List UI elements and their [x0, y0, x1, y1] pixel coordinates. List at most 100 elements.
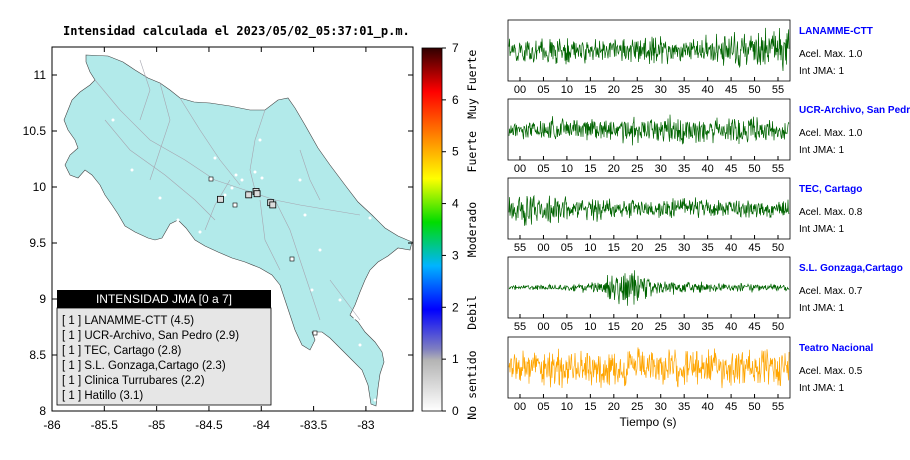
lon-tick-label: -83.5 [300, 418, 328, 432]
time-tick-label: 50 [748, 84, 760, 96]
time-tick-label: 45 [748, 321, 760, 333]
legend-entry: [ 1 ] Hatillo (3.1) [62, 390, 143, 402]
time-tick-label: 45 [725, 401, 737, 413]
legend-box [56, 307, 272, 406]
lon-tick-label: -84 [253, 418, 271, 432]
seismogram-panel: 55 00 05 10 15 20 25 30 35 40 45 50 S.L. Gonzaga,Car… [507, 256, 903, 333]
legend-entry: [ 1 ] S.L. Gonzaga,Cartago (2.3) [62, 360, 226, 372]
time-tick-label: 55 [514, 242, 526, 254]
time-tick-label: 50 [772, 242, 784, 254]
time-tick-label: 40 [702, 84, 714, 96]
lat-tick-label: 8 [39, 404, 46, 418]
time-tick-label: 40 [725, 321, 737, 333]
time-tick-label: 35 [678, 163, 690, 175]
legend-entry: [ 1 ] TEC, Cartago (2.8) [62, 345, 181, 357]
colorbar-tick-label: 3 [452, 248, 459, 262]
time-tick-label: 45 [725, 163, 737, 175]
station-accel: Acel. Max. 1.0 [799, 128, 863, 139]
time-tick-label: 25 [631, 84, 643, 96]
time-tick-label: 30 [678, 321, 690, 333]
waveform [508, 194, 790, 226]
station-marker [253, 190, 261, 198]
time-tick-label: 25 [631, 163, 643, 175]
time-tick-label: 40 [702, 401, 714, 413]
time-tick-label: 55 [772, 84, 784, 96]
lat-tick-label: 11 [34, 68, 47, 82]
time-tick-label: 30 [678, 242, 690, 254]
x-axis-label: Tiempo (s) [620, 415, 677, 429]
time-tick-label: 00 [514, 163, 526, 175]
time-tick-label: 15 [584, 84, 596, 96]
seismogram-panel: 00 05 10 15 20 25 30 35 40 45 50 55 LANAMME-CTT Acel.… [507, 19, 873, 96]
colorbar-label: Debil [465, 295, 479, 330]
roads [94, 59, 361, 321]
station-name: UCR-Archivo, San Pedro [799, 105, 910, 116]
time-tick-label: 40 [725, 242, 737, 254]
lat-tick-label: 8.5 [29, 348, 46, 362]
time-tick-label: 20 [608, 84, 620, 96]
station-jma: Int JMA: 1 [799, 383, 844, 394]
time-tick-label: 10 [584, 321, 596, 333]
station-accel: Acel. Max. 1.0 [799, 49, 863, 60]
time-tick-label: 15 [584, 401, 596, 413]
colorbar-tick-label: 7 [452, 41, 459, 55]
time-tick-label: 45 [725, 84, 737, 96]
colorbar-tick-label: 0 [452, 404, 459, 418]
time-tick-label: 55 [514, 321, 526, 333]
time-tick-label: 05 [537, 401, 549, 413]
time-tick-label: 00 [514, 84, 526, 96]
station-name: Teatro Nacional [799, 343, 873, 354]
legend-entries: [ 1 ] LANAMME-CTT (4.5) [ 1 ] UCR-Archivo… [62, 315, 239, 402]
colorbar-ticks: 0 1 2 3 4 5 6 7 [442, 41, 459, 418]
time-tick-label: 20 [608, 163, 620, 175]
legend-header [57, 290, 271, 308]
time-tick-label: 35 [678, 401, 690, 413]
time-tick-label: 15 [608, 321, 620, 333]
time-tick-label: 10 [561, 84, 573, 96]
colorbar-label: Fuerte [465, 131, 479, 173]
time-tick-label: 35 [702, 242, 714, 254]
time-tick-label: 35 [678, 84, 690, 96]
station-marker [245, 191, 253, 199]
time-tick-label: 45 [748, 242, 760, 254]
station-name: TEC, Cartago [799, 184, 862, 195]
colorbar-gradient [421, 47, 443, 412]
colorbar: 0 1 2 3 4 5 6 7 No sentido Debil Moderado Fuerte Mu… [421, 41, 479, 420]
station-jma: Int JMA: 1 [799, 145, 844, 156]
time-tick-label: 10 [584, 242, 596, 254]
colorbar-tick-label: 4 [452, 197, 459, 211]
time-tick-label: 40 [702, 163, 714, 175]
station-name: S.L. Gonzaga,Cartago [799, 263, 903, 274]
legend-title: INTENSIDAD JMA [0 a 7] [96, 292, 232, 306]
station-accel: Acel. Max. 0.5 [799, 366, 863, 377]
waveform [508, 27, 790, 72]
lat-tick-label: 10 [33, 180, 47, 194]
lon-tick-label: -85.5 [91, 418, 119, 432]
costa-rica-land [63, 54, 413, 407]
time-tick-label: 05 [537, 84, 549, 96]
time-tick-label: 50 [748, 401, 760, 413]
time-tick-label: 10 [561, 401, 573, 413]
station-accel: Acel. Max. 0.8 [799, 207, 863, 218]
time-tick-label: 20 [631, 321, 643, 333]
time-tick-label: 15 [584, 163, 596, 175]
lon-tick-label: -85 [148, 418, 166, 432]
colorbar-label: No sentido [465, 350, 479, 419]
town-dots [111, 100, 377, 402]
legend-entry: [ 1 ] Clinica Turrubares (2.2) [62, 375, 205, 387]
legend-entry: [ 1 ] LANAMME-CTT (4.5) [62, 315, 194, 327]
map-axes: 8 8.5 9 9.5 10 10.5 11 -86 -85.5 -85 -84.5 -84 -83.5… [23, 47, 413, 432]
seismogram-panel: 00 05 10 15 20 25 30 35 40 45 50 55 UCR-Archivo, San… [507, 98, 910, 175]
waveform [508, 347, 790, 389]
time-tick-label: 20 [631, 242, 643, 254]
colorbar-tick-label: 1 [452, 352, 459, 366]
time-tick-label: 30 [655, 401, 667, 413]
colorbar-tick-label: 2 [452, 300, 459, 314]
legend-entry: [ 1 ] UCR-Archivo, San Pedro (2.9) [62, 330, 239, 342]
lat-tick-label: 9.5 [29, 236, 46, 250]
lat-tick-label: 9 [39, 292, 46, 306]
station-marker [217, 195, 224, 203]
time-tick-label: 00 [537, 242, 549, 254]
